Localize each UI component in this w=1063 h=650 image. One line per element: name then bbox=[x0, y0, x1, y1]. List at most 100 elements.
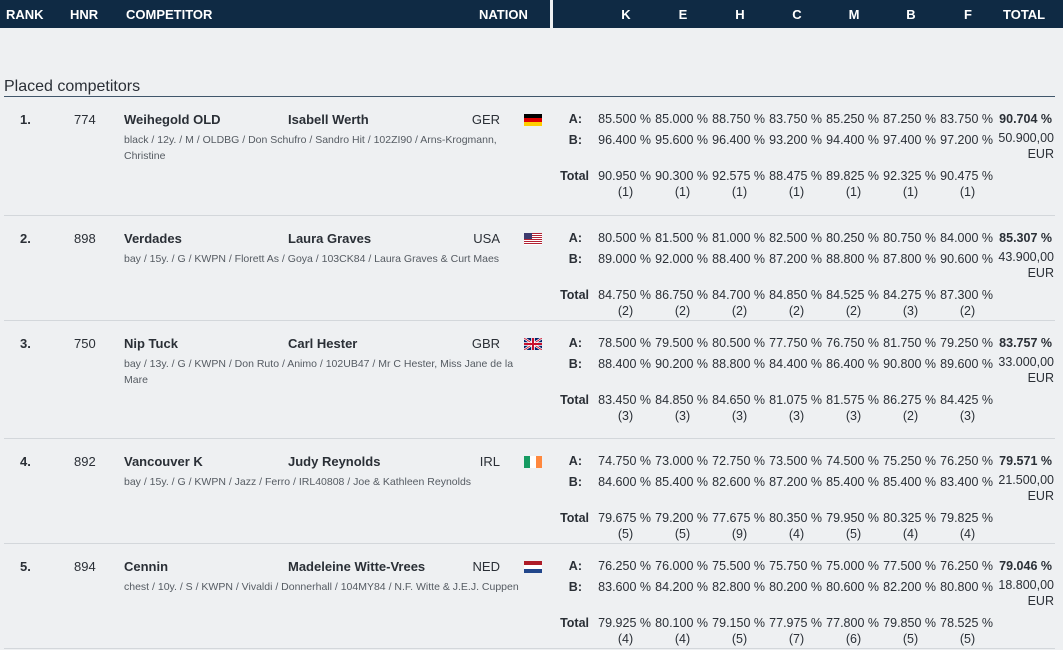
header-nation[interactable]: NATION bbox=[479, 7, 528, 22]
round-a-label: A: bbox=[568, 559, 582, 573]
judge-placing: (3) bbox=[902, 304, 919, 318]
score-total: 77.800 % bbox=[826, 616, 879, 630]
score-total: 84.425 % bbox=[940, 393, 993, 407]
judge-placing: (2) bbox=[617, 304, 634, 318]
score-a: 77.500 % bbox=[883, 559, 936, 573]
score-b: 88.400 % bbox=[598, 357, 651, 371]
score-b: 80.200 % bbox=[769, 580, 822, 594]
score-total: 81.075 % bbox=[769, 393, 822, 407]
usa-flag-icon bbox=[524, 232, 542, 245]
score-total: 84.850 % bbox=[655, 393, 708, 407]
rider-name[interactable]: Isabell Werth bbox=[288, 112, 369, 127]
rank: 4. bbox=[20, 454, 31, 469]
score-total: 84.650 % bbox=[712, 393, 765, 407]
judge-placing: (5) bbox=[617, 527, 634, 541]
rider-name[interactable]: Laura Graves bbox=[288, 231, 372, 246]
score-total: 79.825 % bbox=[940, 511, 993, 525]
horse-name[interactable]: Cennin bbox=[124, 559, 169, 574]
score-a: 80.750 % bbox=[883, 231, 936, 245]
judge-placing: (4) bbox=[674, 632, 691, 646]
round-a-label: A: bbox=[568, 231, 582, 245]
score-a: 74.750 % bbox=[598, 454, 651, 468]
horse-name[interactable]: Vancouver K bbox=[124, 454, 203, 469]
horse-name[interactable]: Verdades bbox=[124, 231, 182, 246]
round-b-label: B: bbox=[568, 580, 582, 594]
rank: 5. bbox=[20, 559, 31, 574]
score-total: 86.750 % bbox=[655, 288, 708, 302]
rider-name[interactable]: Carl Hester bbox=[288, 336, 358, 351]
judge-placing: (3) bbox=[731, 409, 748, 423]
score-b: 83.600 % bbox=[598, 580, 651, 594]
total-label: Total bbox=[560, 393, 589, 407]
score-b: 82.800 % bbox=[712, 580, 765, 594]
score-a: 76.250 % bbox=[598, 559, 651, 573]
horse-name[interactable]: Nip Tuck bbox=[124, 336, 178, 351]
rank: 2. bbox=[20, 231, 31, 246]
judge-placing: (6) bbox=[845, 632, 862, 646]
score-b: 82.200 % bbox=[883, 580, 936, 594]
round-b-label: B: bbox=[568, 475, 582, 489]
score-b: 90.600 % bbox=[940, 252, 993, 266]
section-title: Placed competitors bbox=[4, 78, 141, 95]
hnr: 750 bbox=[74, 336, 96, 351]
score-total: 79.950 % bbox=[826, 511, 879, 525]
score-a: 75.250 % bbox=[883, 454, 936, 468]
nation-code: GBR bbox=[471, 336, 500, 351]
header-total[interactable]: TOTAL bbox=[1003, 7, 1046, 22]
score-total: 86.275 % bbox=[883, 393, 936, 407]
score-total: 79.675 % bbox=[598, 511, 651, 525]
score-total: 90.950 % bbox=[598, 169, 651, 183]
header-rank[interactable]: RANK bbox=[6, 7, 44, 22]
nation-code: IRL bbox=[479, 454, 500, 469]
prize-money: 50.900,00 EUR bbox=[998, 131, 1054, 161]
header-judge-e[interactable]: E bbox=[678, 7, 688, 22]
score-total: 90.300 % bbox=[655, 169, 708, 183]
header-judge-m[interactable]: M bbox=[848, 7, 860, 22]
score-b: 87.200 % bbox=[769, 475, 822, 489]
score-b: 84.400 % bbox=[769, 357, 822, 371]
judge-placing: (5) bbox=[845, 527, 862, 541]
header-competitor[interactable]: COMPETITOR bbox=[126, 7, 213, 22]
score-a: 85.500 % bbox=[598, 112, 651, 126]
judge-placing: (2) bbox=[902, 409, 919, 423]
score-total: 89.825 % bbox=[826, 169, 879, 183]
rider-name[interactable]: Madeleine Witte-Vrees bbox=[288, 559, 426, 574]
rider-name[interactable]: Judy Reynolds bbox=[288, 454, 381, 469]
score-b: 80.600 % bbox=[826, 580, 879, 594]
header-judge-f[interactable]: F bbox=[964, 7, 972, 22]
horse-details: chest / 10y. / S / KWPN / Vivaldi / Donn… bbox=[124, 581, 519, 593]
judge-placing: (2) bbox=[731, 304, 748, 318]
score-a: 79.500 % bbox=[655, 336, 708, 350]
score-b: 94.400 % bbox=[826, 133, 879, 147]
score-b: 93.200 % bbox=[769, 133, 822, 147]
score-b: 80.800 % bbox=[940, 580, 993, 594]
score-a: 84.000 % bbox=[940, 231, 993, 245]
header-judge-k[interactable]: K bbox=[621, 7, 631, 22]
horse-name[interactable]: Weihegold OLD bbox=[124, 112, 221, 127]
judge-placing: (2) bbox=[674, 304, 691, 318]
score-a: 82.500 % bbox=[769, 231, 822, 245]
score-total: 80.350 % bbox=[769, 511, 822, 525]
score-a: 75.750 % bbox=[769, 559, 822, 573]
header-judge-b[interactable]: B bbox=[906, 7, 916, 22]
score-b: 84.600 % bbox=[598, 475, 651, 489]
judge-placing: (1) bbox=[617, 185, 634, 199]
round-a-label: A: bbox=[568, 112, 582, 126]
score-a: 85.000 % bbox=[655, 112, 708, 126]
total-label: Total bbox=[560, 511, 589, 525]
header-judge-h[interactable]: H bbox=[735, 7, 745, 22]
score-a: 73.500 % bbox=[769, 454, 822, 468]
judge-placing: (2) bbox=[959, 304, 976, 318]
judge-placing: (2) bbox=[845, 304, 862, 318]
score-total: 84.750 % bbox=[598, 288, 651, 302]
score-b: 97.200 % bbox=[940, 133, 993, 147]
score-total: 77.975 % bbox=[769, 616, 822, 630]
header-judge-c[interactable]: C bbox=[792, 7, 802, 22]
nation-code: GER bbox=[471, 112, 500, 127]
score-a: 83.750 % bbox=[769, 112, 822, 126]
score-b: 82.600 % bbox=[712, 475, 765, 489]
judge-placing: (2) bbox=[788, 304, 805, 318]
round-a-label: A: bbox=[568, 336, 582, 350]
header-hnr[interactable]: HNR bbox=[70, 7, 99, 22]
nation-code: USA bbox=[473, 231, 500, 246]
